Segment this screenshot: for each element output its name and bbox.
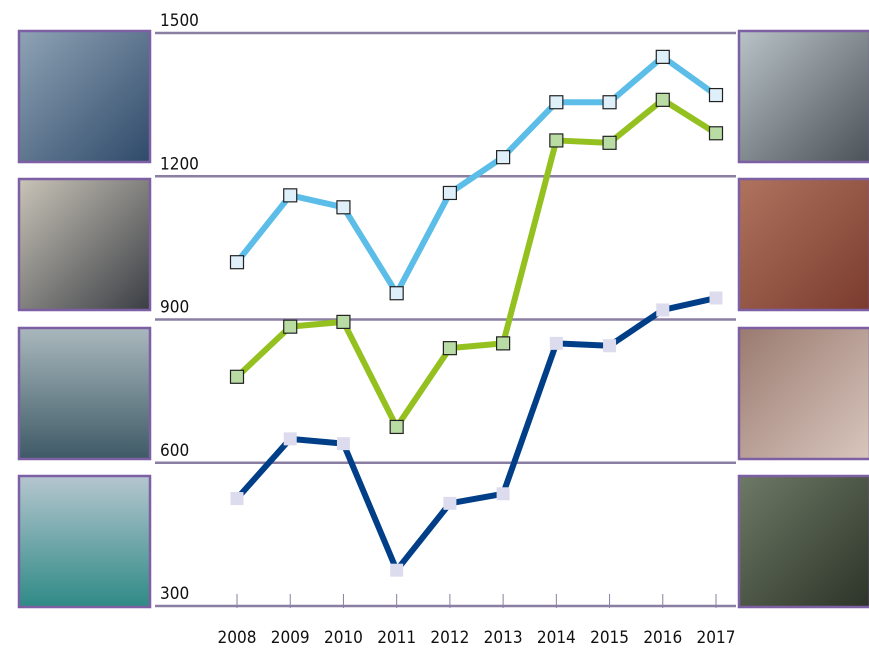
marker <box>655 92 670 107</box>
marker <box>708 126 724 141</box>
photos <box>17 29 869 609</box>
photo <box>737 29 869 164</box>
series-line <box>234 295 717 574</box>
photo <box>737 177 869 312</box>
marker <box>389 286 404 301</box>
x-tick-label: 2009 <box>271 628 310 648</box>
marker <box>283 319 298 334</box>
x-tick-label: 2013 <box>484 628 523 648</box>
marker <box>549 133 564 148</box>
marker <box>709 291 723 305</box>
marker <box>229 369 245 384</box>
x-tick-label: 2016 <box>643 628 682 648</box>
marker <box>549 336 563 350</box>
marker <box>336 314 351 329</box>
marker <box>336 437 350 451</box>
x-tick-label: 2010 <box>324 628 363 648</box>
y-tick-label: 900 <box>160 298 189 318</box>
marker <box>549 95 564 110</box>
marker <box>602 135 617 150</box>
y-tick-label: 300 <box>160 584 189 604</box>
marker <box>655 49 670 64</box>
marker <box>390 563 404 577</box>
x-tick-label: 2011 <box>377 628 416 648</box>
series-line <box>234 53 718 297</box>
photo <box>17 326 152 461</box>
photo <box>17 474 152 609</box>
marker <box>336 200 351 215</box>
photo <box>737 326 869 461</box>
y-tick-label: 1200 <box>160 154 199 174</box>
x-tick-label: 2012 <box>430 628 469 648</box>
x-tick-label: 2014 <box>537 628 576 648</box>
marker <box>708 87 724 103</box>
marker <box>389 419 404 435</box>
marker <box>230 492 244 506</box>
y-tick-label: 600 <box>160 441 189 461</box>
marker <box>229 255 245 270</box>
marker <box>442 341 457 356</box>
x-tick-label: 2015 <box>590 628 629 648</box>
marker <box>443 496 457 510</box>
photo <box>17 29 152 164</box>
x-tick-label: 2008 <box>218 628 257 648</box>
marker <box>496 150 511 165</box>
photo <box>17 177 152 312</box>
marker <box>442 185 457 201</box>
marker <box>602 95 617 110</box>
marker <box>283 432 297 446</box>
marker <box>656 303 670 317</box>
marker <box>496 487 510 501</box>
marker <box>496 336 511 351</box>
series-line <box>234 96 718 430</box>
x-tick-label: 2017 <box>697 628 736 648</box>
y-tick-label: 1500 <box>160 11 199 31</box>
marker <box>603 339 617 353</box>
marker <box>283 188 298 203</box>
photo <box>737 474 869 609</box>
